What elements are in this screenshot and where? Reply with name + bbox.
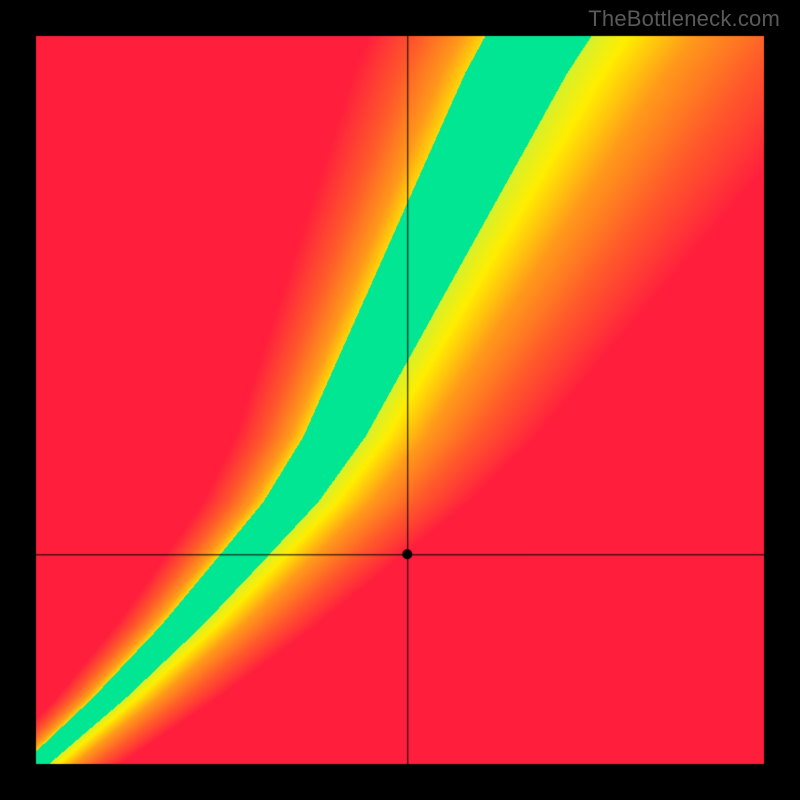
bottleneck-heatmap [0,0,800,800]
watermark-text: TheBottleneck.com [588,6,780,32]
chart-container: TheBottleneck.com [0,0,800,800]
